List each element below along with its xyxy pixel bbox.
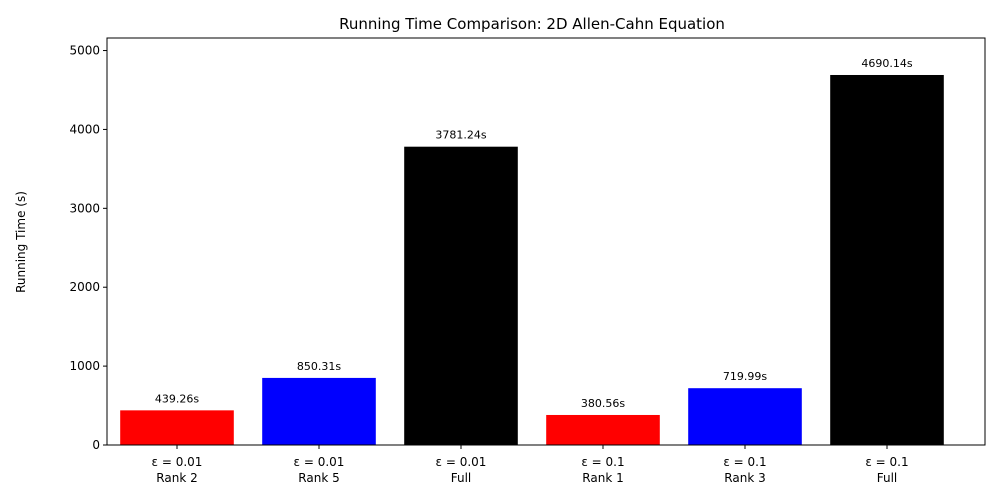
x-tick-label-line: ε = 0.1 [581, 455, 624, 469]
y-axis-label: Running Time (s) [14, 191, 28, 293]
x-tick-label-line: ε = 0.1 [723, 455, 766, 469]
x-tick-label-line: ε = 0.01 [152, 455, 203, 469]
y-tick-label: 0 [92, 438, 100, 452]
x-tick-label: ε = 0.01 Full [436, 455, 487, 485]
bar [404, 146, 518, 445]
x-tick-label: ε = 0.01 Rank 5 [294, 455, 345, 485]
y-tick-label: 1000 [69, 359, 100, 373]
bar [546, 414, 660, 445]
value-label: 850.31s [297, 360, 341, 373]
x-tick-label-line: ε = 0.01 [436, 455, 487, 469]
y-tick-label: 4000 [69, 122, 100, 136]
x-tick-label: ε = 0.1 Full [865, 455, 908, 485]
x-tick-label-line: Full [877, 471, 898, 485]
x-tick-label: ε = 0.01 Rank 2 [152, 455, 203, 485]
x-tick-label-line: Rank 1 [582, 471, 623, 485]
value-label: 380.56s [581, 397, 625, 410]
x-tick-label-line: Rank 5 [298, 471, 339, 485]
value-label: 4690.14s [861, 57, 912, 70]
chart-title: Running Time Comparison: 2D Allen-Cahn E… [339, 15, 725, 33]
bar [120, 410, 234, 445]
x-tick-label: ε = 0.1 Rank 1 [581, 455, 624, 485]
x-tick-label-line: Rank 3 [724, 471, 765, 485]
bar [262, 377, 376, 445]
value-label: 439.26s [155, 392, 199, 405]
y-tick-label: 3000 [69, 201, 100, 215]
y-tick-label: 5000 [69, 44, 100, 58]
value-label: 3781.24s [435, 129, 486, 142]
x-tick-label-line: ε = 0.1 [865, 455, 908, 469]
plot-frame [106, 37, 986, 446]
bar [688, 388, 802, 445]
value-label: 719.99s [723, 370, 767, 383]
x-tick-label-line: Rank 2 [156, 471, 197, 485]
y-tick-label: 2000 [69, 280, 100, 294]
x-tick-label: ε = 0.1 Rank 3 [723, 455, 766, 485]
x-tick-label-line: ε = 0.01 [294, 455, 345, 469]
x-tick-label-line: Full [451, 471, 472, 485]
bar [830, 74, 944, 445]
